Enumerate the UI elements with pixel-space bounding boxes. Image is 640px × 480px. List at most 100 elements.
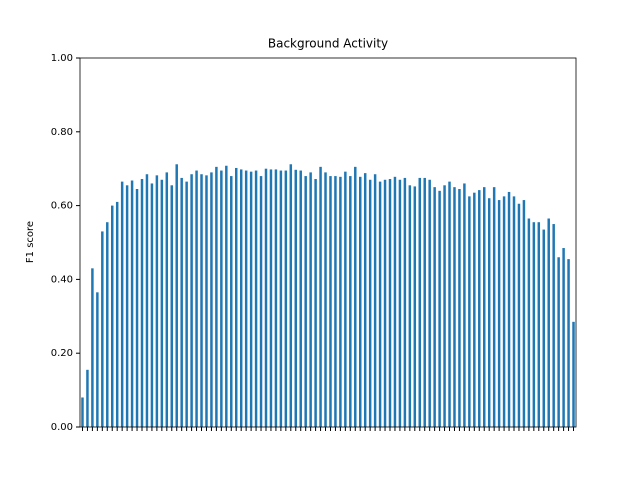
bar [497,200,501,427]
bar [473,192,476,427]
bar [547,218,550,427]
bar [125,185,129,427]
bar [299,170,302,428]
bar [180,177,183,427]
plot-frame [79,57,577,428]
bar [443,185,446,427]
bar [373,174,377,427]
bar [106,222,109,427]
bar [403,177,407,427]
bar [363,173,367,427]
bar [453,187,456,427]
bar [433,187,436,427]
bar [175,164,178,427]
bar [423,177,426,427]
bar [329,176,332,427]
bar [235,167,238,427]
bar [388,179,392,427]
bar [111,205,114,427]
bar [96,292,99,427]
bar [135,188,139,427]
bar [349,176,352,427]
bar [289,164,293,427]
bar [155,175,159,427]
bar [334,176,337,427]
bar [413,186,417,427]
bar [319,166,322,428]
bar [150,183,154,427]
bar [572,321,575,427]
bar [354,166,357,428]
bar [522,200,526,427]
bar [264,168,268,427]
bar [463,183,466,427]
bar [339,176,342,427]
bar [398,179,402,427]
bar [294,169,297,427]
bar [220,170,223,428]
bar [205,175,208,427]
bar [200,174,203,427]
bar [91,268,94,427]
bar [527,218,531,427]
bar [274,169,278,428]
y-tick-label: 0.60 [51,201,73,212]
bar [458,188,461,427]
chart-title: Background Activity [268,37,388,51]
bar [130,180,134,427]
bar [309,172,312,427]
bar [393,176,397,427]
bar [269,169,273,428]
bar [487,198,491,427]
bar [81,397,84,427]
y-tick-label: 0.20 [51,348,73,359]
bar [478,190,481,427]
bar [115,201,119,427]
bar [284,170,288,428]
bar [160,179,164,427]
bar [230,176,233,427]
bar [359,176,362,427]
bar [512,196,516,427]
bar [418,177,421,427]
bar [468,196,471,427]
bar [225,165,228,428]
bar [239,169,243,428]
bar [567,259,570,427]
bar [210,172,213,427]
bar [562,248,565,427]
bar [542,229,545,427]
bar [537,222,541,427]
bar [190,174,193,427]
y-tick-label: 0.40 [51,274,73,285]
bar [254,170,258,428]
y-tick-label: 0.80 [51,127,73,138]
bar [215,166,218,428]
bar [185,181,188,427]
bar [517,203,521,427]
bar [324,172,327,427]
y-tick-label: 1.00 [51,53,73,64]
bar [86,369,89,427]
bar [120,181,124,427]
bar [368,179,372,427]
bar [428,179,431,427]
bar [408,185,412,427]
bar [145,174,149,427]
bar [140,179,144,427]
bar [378,181,382,427]
bar [195,170,198,428]
bar [383,179,387,427]
bar [314,179,317,427]
bar [344,171,347,427]
y-axis-label: F1 score [25,221,36,263]
bar [438,190,441,427]
bar [483,187,486,427]
bar [304,176,307,427]
bar [557,257,560,427]
bar [552,224,555,427]
bar [244,170,248,428]
y-tick-label: 0.00 [51,422,73,433]
bar [279,170,283,428]
